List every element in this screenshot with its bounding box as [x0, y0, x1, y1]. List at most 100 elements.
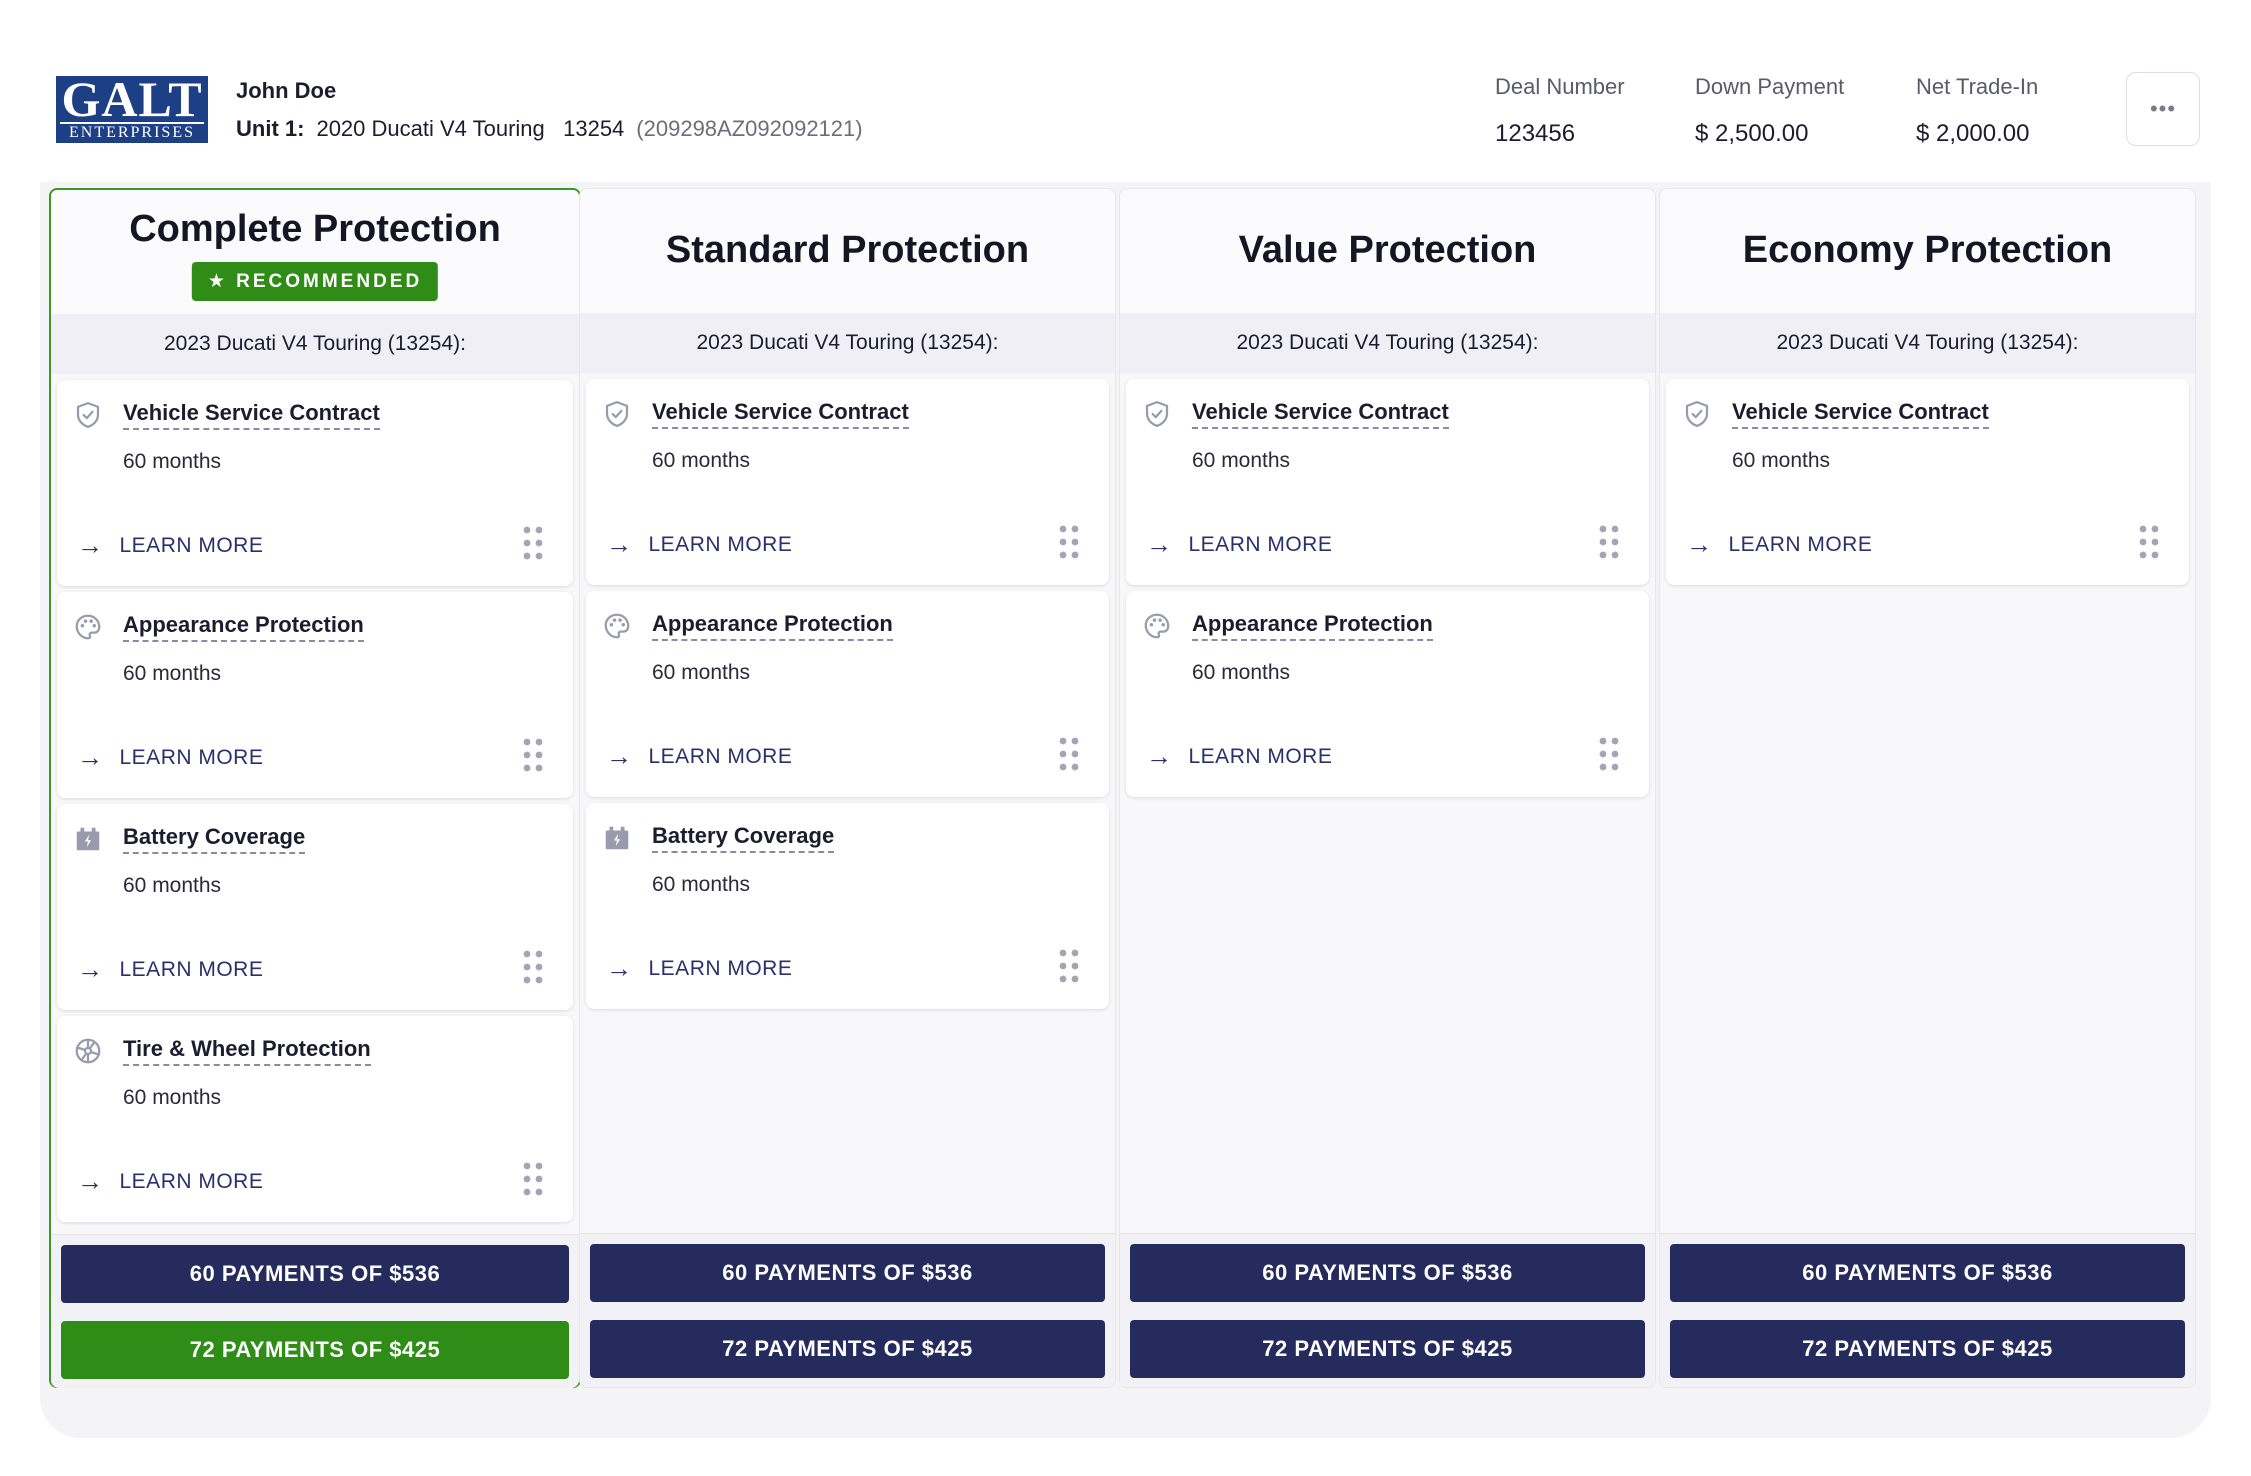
wheel-icon: [73, 1036, 103, 1066]
package-column-economy-protection: Economy Protection 2023 Ducati V4 Touring…: [1659, 188, 2196, 1388]
learn-more-link[interactable]: → LEARN MORE: [1686, 529, 1872, 560]
product-duration: 60 months: [123, 874, 222, 897]
package-vehicle: 2023 Ducati V4 Touring (13254):: [51, 314, 579, 374]
drag-handle-icon[interactable]: [1599, 525, 1619, 559]
product-card-appearance-protection: Appearance Protection 60 months → LEARN MOR…: [1126, 591, 1649, 797]
product-title[interactable]: Vehicle Service Contract: [1732, 399, 1989, 429]
learn-more-label: LEARN MORE: [648, 744, 793, 768]
battery-icon: [602, 823, 632, 853]
product-title[interactable]: Vehicle Service Contract: [123, 400, 380, 430]
unit-label: Unit 1:: [236, 116, 305, 141]
payment-option-button[interactable]: 72 PAYMENTS OF $425: [590, 1320, 1105, 1378]
drag-handle-icon[interactable]: [1059, 949, 1079, 983]
package-header: Standard Protection: [580, 189, 1115, 313]
more-options-button[interactable]: •••: [2126, 72, 2200, 146]
galt-logo: GALT ENTERPRISES: [56, 71, 208, 143]
product-card-vehicle-service-contract: Vehicle Service Contract 60 months → LEARN …: [586, 379, 1109, 585]
learn-more-link[interactable]: → LEARN MORE: [606, 529, 792, 560]
product-card-vehicle-service-contract: Vehicle Service Contract 60 months → LEARN …: [57, 380, 573, 586]
unit-stock: 13254: [563, 116, 625, 141]
product-card-tire-and-wheel-protection: Tire & Wheel Protection 60 months → LEARN M…: [57, 1016, 573, 1222]
stat-value: $ 2,000.00: [1916, 120, 2030, 147]
product-card-vehicle-service-contract: Vehicle Service Contract 60 months → LEARN …: [1126, 379, 1649, 585]
package-title: Value Protection: [1238, 229, 1537, 271]
package-column-complete-protection: Complete Protection ★ RECOMMENDED 2023 Duc…: [49, 188, 581, 1388]
package-column-value-protection: Value Protection 2023 Ducati V4 Touring (…: [1119, 188, 1656, 1388]
product-duration: 60 months: [652, 873, 751, 896]
product-duration: 60 months: [123, 1086, 222, 1109]
package-title: Complete Protection: [129, 208, 501, 250]
learn-more-link[interactable]: → LEARN MORE: [77, 530, 263, 561]
learn-more-link[interactable]: → LEARN MORE: [1146, 529, 1332, 560]
learn-more-link[interactable]: → LEARN MORE: [77, 1166, 263, 1197]
deal-menu-frame: GALT ENTERPRISES John Doe Unit 1: 2020 Du…: [40, 42, 2211, 1438]
drag-handle-icon[interactable]: [1059, 737, 1079, 771]
package-header: Complete Protection ★ RECOMMENDED: [51, 190, 579, 314]
package-vehicle: 2023 Ducati V4 Touring (13254):: [1120, 313, 1655, 373]
learn-more-link[interactable]: → LEARN MORE: [606, 741, 792, 772]
arrow-right-icon: →: [77, 1166, 104, 1196]
learn-more-link[interactable]: → LEARN MORE: [77, 954, 263, 985]
arrow-right-icon: →: [606, 953, 633, 983]
drag-handle-icon[interactable]: [523, 738, 543, 772]
product-title[interactable]: Tire & Wheel Protection: [123, 1036, 371, 1066]
shield-icon: [1142, 399, 1172, 429]
product-duration: 60 months: [652, 661, 751, 684]
package-header: Value Protection: [1120, 189, 1655, 313]
arrow-right-icon: →: [77, 742, 104, 772]
deal-header: GALT ENTERPRISES John Doe Unit 1: 2020 Du…: [40, 42, 2211, 182]
product-card-battery-coverage: Battery Coverage 60 months → LEARN MORE: [57, 804, 573, 1010]
customer-name: John Doe: [236, 78, 337, 103]
learn-more-label: LEARN MORE: [1188, 532, 1333, 556]
package-vehicle: 2023 Ducati V4 Touring (13254):: [580, 313, 1115, 373]
payment-options: 60 PAYMENTS OF $536 72 PAYMENTS OF $425: [580, 1233, 1115, 1387]
stat-label: Deal Number: [1495, 74, 1625, 99]
payment-option-button[interactable]: 72 PAYMENTS OF $425: [1670, 1320, 2185, 1378]
unit-vin: (209298AZ092092121): [636, 116, 863, 141]
learn-more-link[interactable]: → LEARN MORE: [77, 742, 263, 773]
learn-more-label: LEARN MORE: [648, 956, 793, 980]
payment-option-button[interactable]: 60 PAYMENTS OF $536: [1130, 1244, 1645, 1302]
more-icon: •••: [2149, 96, 2177, 121]
drag-handle-icon[interactable]: [1059, 525, 1079, 559]
product-title[interactable]: Appearance Protection: [652, 611, 893, 641]
product-title[interactable]: Battery Coverage: [123, 824, 306, 854]
stat-label: Net Trade-In: [1916, 74, 2039, 99]
product-duration: 60 months: [1192, 661, 1291, 684]
logo-wordmark: GALT: [61, 71, 203, 127]
product-card-battery-coverage: Battery Coverage 60 months → LEARN MORE: [586, 803, 1109, 1009]
payment-option-button[interactable]: 60 PAYMENTS OF $536: [590, 1244, 1105, 1302]
product-title[interactable]: Battery Coverage: [652, 823, 835, 853]
palette-icon: [602, 611, 632, 641]
product-duration: 60 months: [123, 662, 222, 685]
stat-down-payment: Down Payment $ 2,500.00: [1695, 74, 1844, 148]
product-card-vehicle-service-contract: Vehicle Service Contract 60 months → LEARN …: [1666, 379, 2189, 585]
product-card-appearance-protection: Appearance Protection 60 months → LEARN MOR…: [57, 592, 573, 798]
arrow-right-icon: →: [606, 529, 633, 559]
payment-option-button[interactable]: 60 PAYMENTS OF $536: [61, 1245, 569, 1303]
product-title[interactable]: Appearance Protection: [123, 612, 364, 642]
unit-info: Unit 1: 2020 Ducati V4 Touring 13254 (2092…: [236, 116, 863, 142]
payment-option-button[interactable]: 72 PAYMENTS OF $425: [1130, 1320, 1645, 1378]
learn-more-link[interactable]: → LEARN MORE: [1146, 741, 1332, 772]
drag-handle-icon[interactable]: [523, 526, 543, 560]
product-title[interactable]: Appearance Protection: [1192, 611, 1433, 641]
package-title: Economy Protection: [1742, 229, 2113, 271]
drag-handle-icon[interactable]: [523, 1162, 543, 1196]
stat-value: $ 2,500.00: [1695, 120, 1809, 147]
drag-handle-icon[interactable]: [1599, 737, 1619, 771]
stat-value: 123456: [1495, 120, 1576, 147]
shield-icon: [73, 400, 103, 430]
drag-handle-icon[interactable]: [523, 950, 543, 984]
arrow-right-icon: →: [1146, 529, 1173, 559]
learn-more-link[interactable]: → LEARN MORE: [606, 953, 792, 984]
payment-option-button[interactable]: 60 PAYMENTS OF $536: [1670, 1244, 2185, 1302]
package-title: Standard Protection: [665, 229, 1030, 271]
shield-icon: [1682, 399, 1712, 429]
product-title[interactable]: Vehicle Service Contract: [1192, 399, 1449, 429]
product-title[interactable]: Vehicle Service Contract: [652, 399, 909, 429]
learn-more-label: LEARN MORE: [1728, 532, 1873, 556]
payment-option-button[interactable]: 72 PAYMENTS OF $425: [61, 1321, 569, 1379]
learn-more-label: LEARN MORE: [648, 532, 793, 556]
drag-handle-icon[interactable]: [2139, 525, 2159, 559]
